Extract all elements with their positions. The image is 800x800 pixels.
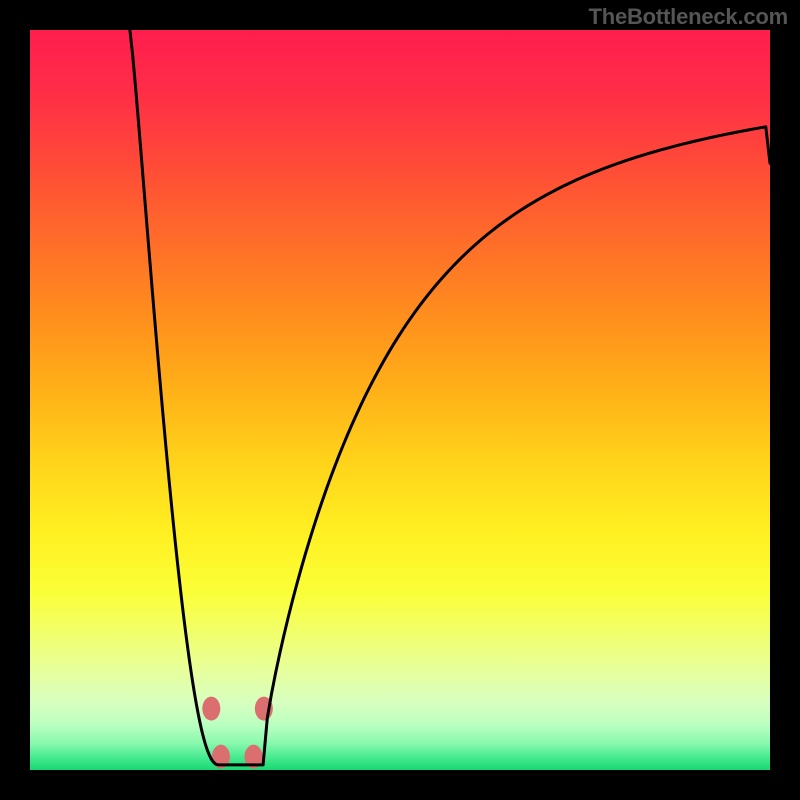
watermark-text: TheBottleneck.com [588,4,788,30]
chart-container: { "canvas": { "width": 800, "height": 80… [0,0,800,800]
valley-marker [202,697,220,721]
bottleneck-chart [0,0,800,800]
